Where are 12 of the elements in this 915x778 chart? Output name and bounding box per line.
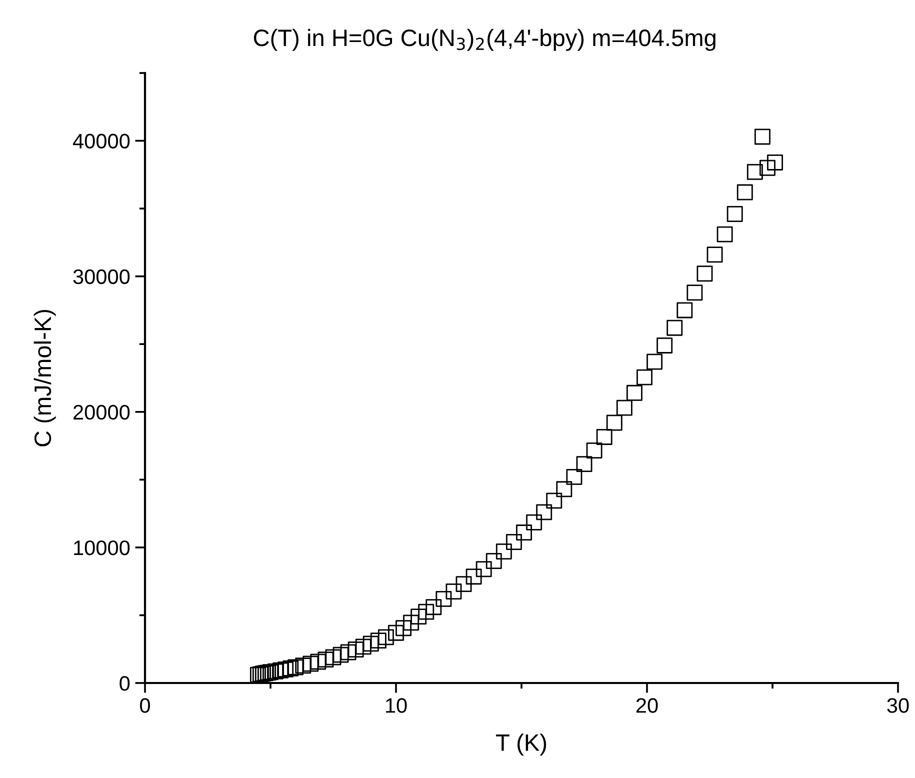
x-tick-label: 20: [636, 698, 658, 713]
x-tick-label: 30: [887, 698, 909, 713]
y-tick-label: 0: [120, 676, 130, 691]
y-tick-label: 10000: [74, 540, 130, 556]
y-tick-label: 30000: [73, 269, 130, 284]
chart-title: C(T) in H=0G Cu(N$_{3}$)$_{2}$(4,4'-bpy) m=404.5mg: [254, 28, 716, 51]
x-tick-label: 0: [140, 698, 150, 713]
x-axis-title: T (K): [496, 734, 546, 756]
y-tick-label: 20000: [74, 404, 130, 420]
y-tick-label: 40000: [72, 134, 130, 149]
y-axis-title: C (mJ/mol-K): [34, 310, 56, 446]
x-tick-label: 10: [386, 698, 407, 713]
